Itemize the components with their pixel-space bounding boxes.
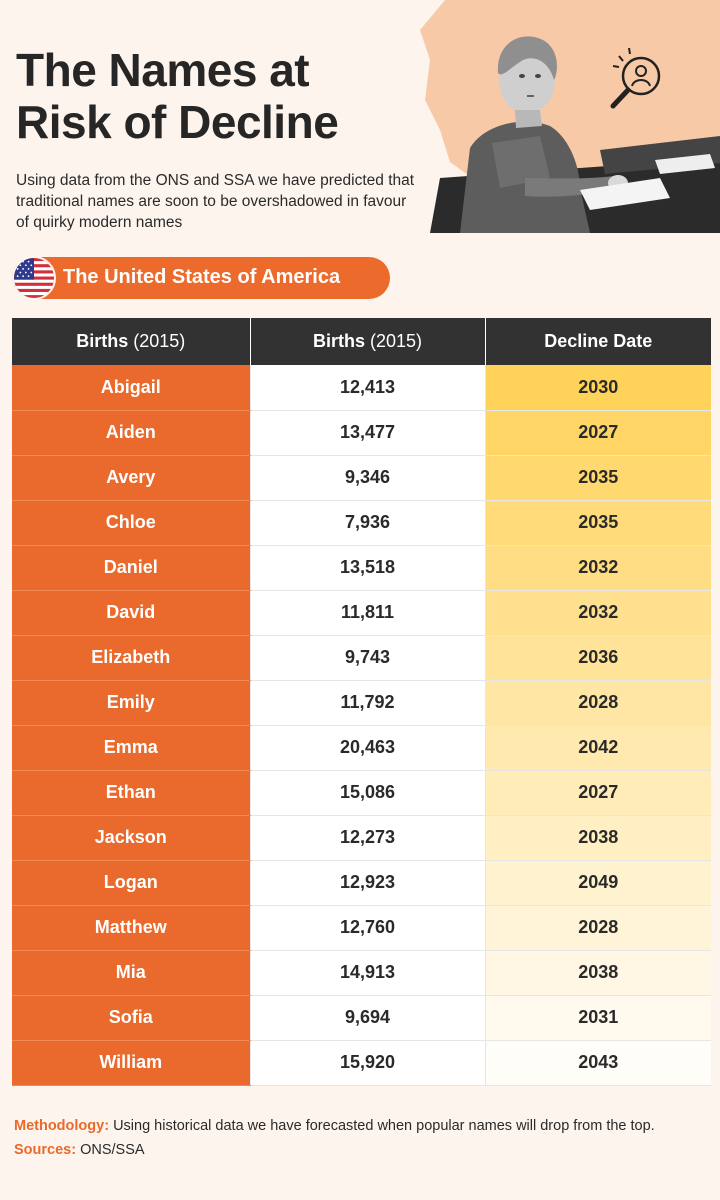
births-cell: 15,086 — [250, 770, 486, 816]
decline-date-cell: 2042 — [485, 725, 711, 771]
births-cell: 12,273 — [250, 815, 486, 861]
country-label: The United States of America — [63, 266, 341, 288]
column-header-year: (2015) — [370, 331, 423, 351]
sources-key: Sources: — [14, 1142, 77, 1158]
name-cell: Matthew — [12, 905, 251, 951]
decline-date-cell: 2028 — [485, 680, 711, 726]
decline-date-cell: 2035 — [485, 500, 711, 546]
births-cell: 14,913 — [250, 950, 486, 996]
table-row: Aiden 13,477 2027 — [12, 410, 711, 456]
table-row: William 15,920 2043 — [12, 1040, 711, 1086]
name-cell: Avery — [12, 455, 251, 501]
table-row: Daniel 13,518 2032 — [12, 545, 711, 591]
country-banner — [12, 257, 390, 299]
name-cell: Mia — [12, 950, 251, 996]
decline-date-cell: 2031 — [485, 995, 711, 1041]
decline-date-cell: 2036 — [485, 635, 711, 681]
column-header-year: (2015) — [133, 331, 186, 351]
births-cell: 9,743 — [250, 635, 486, 681]
methodology-note: Methodology: Using historical data we ha… — [14, 1118, 655, 1134]
births-cell: 7,936 — [250, 500, 486, 546]
methodology-text: Using historical data we have forecasted… — [113, 1118, 655, 1134]
decline-date-cell: 2032 — [485, 545, 711, 591]
name-cell: David — [12, 590, 251, 636]
name-cell: Emma — [12, 725, 251, 771]
births-cell: 12,923 — [250, 860, 486, 906]
table-row: Abigail 12,413 2030 — [12, 365, 711, 411]
births-cell: 12,760 — [250, 905, 486, 951]
name-cell: Abigail — [12, 365, 251, 411]
decline-date-cell: 2032 — [485, 590, 711, 636]
woman-photo-illustration — [430, 36, 720, 233]
name-cell: Aiden — [12, 410, 251, 456]
decline-date-cell: 2049 — [485, 860, 711, 906]
table-row: David 11,811 2032 — [12, 590, 711, 636]
name-cell: William — [12, 1040, 251, 1086]
names-table: Births (2015) Births (2015) Decline Date… — [12, 318, 711, 1086]
decline-date-cell: 2038 — [485, 815, 711, 861]
decline-date-cell: 2043 — [485, 1040, 711, 1086]
table-row: Emily 11,792 2028 — [12, 680, 711, 726]
column-header-name: Births (2015) — [12, 318, 251, 365]
table-header-row: Births (2015) Births (2015) Decline Date — [12, 318, 711, 365]
table-body: Abigail 12,413 2030 Aiden 13,477 2027 Avery 9,3… — [12, 365, 711, 1086]
methodology-key: Methodology: — [14, 1118, 110, 1134]
decline-date-cell: 2038 — [485, 950, 711, 996]
name-cell: Emily — [12, 680, 251, 726]
table-row: Jackson 12,273 2038 — [12, 815, 711, 861]
decline-date-cell: 2028 — [485, 905, 711, 951]
us-flag-icon — [12, 256, 56, 300]
births-cell: 20,463 — [250, 725, 486, 771]
sources-text: ONS/SSA — [80, 1142, 145, 1158]
table-row: Sofia 9,694 2031 — [12, 995, 711, 1041]
name-cell: Ethan — [12, 770, 251, 816]
column-header-label: Births — [76, 331, 129, 351]
column-header-label: Births — [312, 331, 365, 351]
name-cell: Elizabeth — [12, 635, 251, 681]
decline-date-cell: 2030 — [485, 365, 711, 411]
table-row: Emma 20,463 2042 — [12, 725, 711, 771]
name-cell: Chloe — [12, 500, 251, 546]
table-row: Ethan 15,086 2027 — [12, 770, 711, 816]
births-cell: 13,518 — [250, 545, 486, 591]
sources-note: Sources: ONS/SSA — [14, 1142, 145, 1158]
births-cell: 11,792 — [250, 680, 486, 726]
decline-date-cell: 2027 — [485, 770, 711, 816]
table-row: Logan 12,923 2049 — [12, 860, 711, 906]
table-row: Chloe 7,936 2035 — [12, 500, 711, 546]
births-cell: 15,920 — [250, 1040, 486, 1086]
name-cell: Daniel — [12, 545, 251, 591]
births-cell: 12,413 — [250, 365, 486, 411]
births-cell: 13,477 — [250, 410, 486, 456]
column-header-births: Births (2015) — [250, 318, 486, 365]
births-cell: 9,694 — [250, 995, 486, 1041]
table-row: Mia 14,913 2038 — [12, 950, 711, 996]
table-row: Avery 9,346 2035 — [12, 455, 711, 501]
search-person-icon — [610, 47, 661, 109]
table-row: Matthew 12,760 2028 — [12, 905, 711, 951]
column-header-decline-date: Decline Date — [485, 318, 711, 365]
table-row: Elizabeth 9,743 2036 — [12, 635, 711, 681]
name-cell: Jackson — [12, 815, 251, 861]
page-title: The Names at Risk of Decline — [16, 44, 339, 148]
page-subtitle: Using data from the ONS and SSA we have … — [16, 172, 415, 231]
decline-date-cell: 2027 — [485, 410, 711, 456]
births-cell: 9,346 — [250, 455, 486, 501]
name-cell: Sofia — [12, 995, 251, 1041]
births-cell: 11,811 — [250, 590, 486, 636]
name-cell: Logan — [12, 860, 251, 906]
decline-date-cell: 2035 — [485, 455, 711, 501]
